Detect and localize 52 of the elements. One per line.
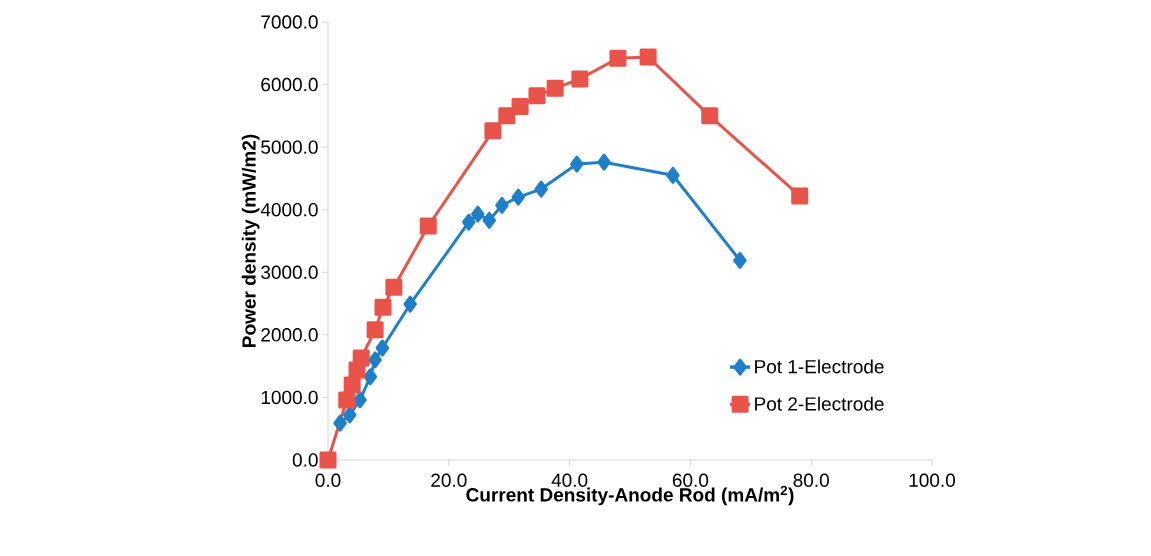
y-tick-label: 0.0 [292,453,318,467]
point [363,368,378,386]
x-tick-label: 40.0 [551,473,588,487]
x-tick-label: 60.0 [672,473,709,487]
point [511,97,529,115]
x-tick-label: 100.0 [909,473,956,487]
point [666,166,680,184]
point [482,211,497,229]
point [375,339,390,357]
point [609,49,627,67]
point [353,391,367,409]
x-tick-label: 0.0 [315,473,341,487]
point [495,196,509,214]
point [385,278,403,296]
y-tick-label: 7000.0 [261,15,318,29]
point [597,153,611,171]
point [511,188,526,206]
point [639,48,657,66]
point [534,180,548,198]
x-tick-label: 20.0 [431,473,467,487]
y-tick-label: 4000.0 [260,202,318,217]
point [333,414,347,432]
legend-label: Pot 1-Electrode [755,359,884,374]
point [701,107,719,125]
point [471,205,485,223]
point [570,155,584,173]
point [343,406,357,424]
point [546,79,564,97]
x-tick-label: 80.0 [793,473,829,487]
point [461,213,476,231]
point [352,349,370,367]
point [343,376,361,394]
point [403,295,417,313]
legend-label: Pot 2-Electrode [755,396,884,411]
point [419,217,437,235]
point [338,391,356,409]
point [484,122,502,140]
y-tick-label: 5000.0 [261,140,318,154]
y-tick-label: 3000.0 [261,265,318,280]
point [319,451,337,469]
point [571,70,589,88]
y-tick-label: 1000.0 [261,390,318,405]
point [528,87,546,105]
y-axis-title: Power density (mW/m2) [241,134,260,347]
y-tick-label: 2000.0 [261,328,318,342]
point [498,107,516,125]
point [374,298,392,316]
point [366,321,384,339]
y-tick-label: 6000.0 [261,77,318,92]
point [791,187,809,205]
point [368,351,382,369]
point [733,251,747,269]
